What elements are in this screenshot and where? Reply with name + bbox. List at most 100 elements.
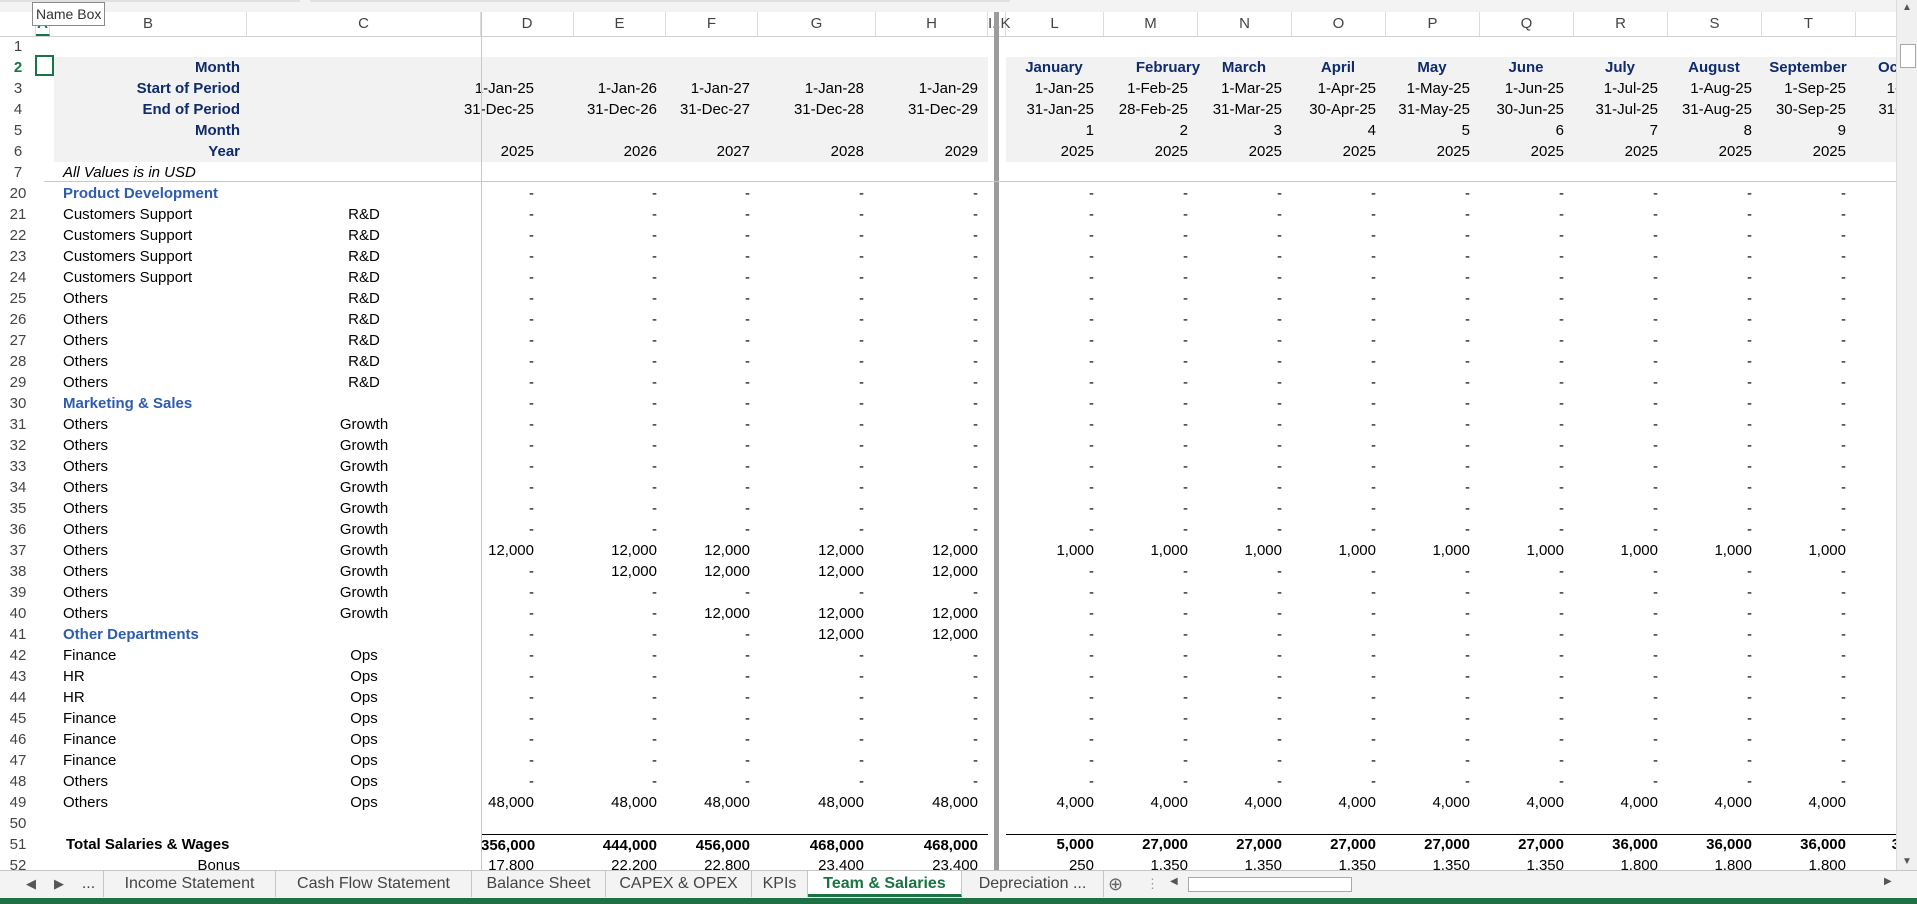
annual-value: - xyxy=(973,437,978,454)
row-header[interactable]: 32 xyxy=(9,437,27,454)
row-header[interactable]: 22 xyxy=(9,227,27,244)
row-header[interactable]: 21 xyxy=(9,206,27,223)
row-header[interactable]: 43 xyxy=(9,668,27,685)
monthly-value: - xyxy=(1089,710,1094,727)
sheet-row: 29 Others R&D - - - - - - - - - - - - - - xyxy=(0,372,1896,393)
annual-value: - xyxy=(529,626,534,643)
row-header[interactable]: 3 xyxy=(13,80,23,97)
sheet-tab-cash-flow-statement[interactable]: Cash Flow Statement xyxy=(276,871,472,897)
row-header[interactable]: 48 xyxy=(9,773,27,790)
row-header[interactable]: 51 xyxy=(9,836,27,853)
sheet-tab-team-salaries[interactable]: Team & Salaries xyxy=(808,871,962,897)
column-header-o[interactable]: O xyxy=(1292,12,1386,36)
row-header[interactable]: 25 xyxy=(9,290,27,307)
column-header-p[interactable]: P xyxy=(1386,12,1480,36)
monthly-value: - xyxy=(1841,290,1846,307)
sheet-tab-balance-sheet[interactable]: Balance Sheet xyxy=(472,871,606,897)
freeze-pane-divider[interactable] xyxy=(994,12,999,870)
row-header[interactable]: 28 xyxy=(9,353,27,370)
select-all-corner[interactable] xyxy=(0,12,36,36)
monthly-value: - xyxy=(1465,521,1470,538)
vertical-scrollbar[interactable]: ▲ ▼ xyxy=(1896,0,1917,870)
horizontal-scroll-thumb[interactable] xyxy=(1188,877,1352,892)
sheet-row: 33 Others Growth - - - - - - - - - - - - - - xyxy=(0,456,1896,477)
sheet-row: 39 Others Growth - - - - - - - - - - - - - - xyxy=(0,582,1896,603)
next-sheet-icon[interactable]: ▶ xyxy=(54,876,64,891)
sheet-tab-depreciation[interactable]: Depreciation ... xyxy=(962,871,1104,897)
row-header[interactable]: 33 xyxy=(9,458,27,475)
prev-sheet-icon[interactable]: ◀ xyxy=(26,876,36,891)
scroll-down-icon[interactable]: ▼ xyxy=(1902,856,1912,867)
row-header[interactable]: 47 xyxy=(9,752,27,769)
row-header[interactable]: 50 xyxy=(9,815,27,832)
row-header[interactable]: 40 xyxy=(9,605,27,622)
column-header-q[interactable]: Q xyxy=(1480,12,1574,36)
column-header-l[interactable]: L xyxy=(1006,12,1104,36)
row-header[interactable]: 52 xyxy=(9,857,27,870)
scroll-up-icon[interactable]: ▲ xyxy=(1902,2,1912,13)
column-header-b[interactable]: B xyxy=(50,12,247,36)
line-item-label: Others xyxy=(63,773,109,790)
column-header-h[interactable]: H xyxy=(876,12,988,36)
header-band-left xyxy=(54,57,988,78)
row-header[interactable]: 1 xyxy=(13,38,23,55)
sheet-tab-income-statement[interactable]: Income Statement xyxy=(104,871,276,897)
column-header-n[interactable]: N xyxy=(1198,12,1292,36)
column-header-ik[interactable]: I..K xyxy=(988,12,1011,36)
row-header[interactable]: 39 xyxy=(9,584,27,601)
sheet-tab-capex-opex[interactable]: CAPEX & OPEX xyxy=(606,871,752,897)
row-header[interactable]: 44 xyxy=(9,689,27,706)
column-header-t[interactable]: T xyxy=(1762,12,1856,36)
row-header[interactable]: 37 xyxy=(9,542,27,559)
tab-splitter-icon[interactable]: ⋮ xyxy=(1146,876,1159,891)
row-header[interactable]: 24 xyxy=(9,269,27,286)
row-header[interactable]: 41 xyxy=(9,626,27,643)
row-header[interactable]: 6 xyxy=(13,143,23,160)
row-header[interactable]: 36 xyxy=(9,521,27,538)
row-header[interactable]: 5 xyxy=(13,122,23,139)
scroll-left-icon[interactable]: ◀ xyxy=(1170,876,1178,887)
cell-grid[interactable]: 1 2 Month January February March April May June J… xyxy=(0,36,1896,870)
row-header[interactable]: 20 xyxy=(9,185,27,202)
department-category: Ops xyxy=(350,752,378,769)
row-header[interactable]: 2 xyxy=(13,59,23,76)
column-header-r[interactable]: R xyxy=(1574,12,1668,36)
column-header-d[interactable]: D xyxy=(481,12,574,36)
sheet-tab-kpis[interactable]: KPIs xyxy=(752,871,808,897)
more-tabs-button[interactable]: ... xyxy=(74,871,104,897)
column-header-m[interactable]: M xyxy=(1104,12,1198,36)
month-name-header: May xyxy=(1417,59,1447,76)
monthly-value: - xyxy=(1559,563,1564,580)
row-header[interactable]: 45 xyxy=(9,710,27,727)
column-header-c[interactable]: C xyxy=(247,12,481,36)
annual-value: - xyxy=(529,227,534,244)
row-header[interactable]: 31 xyxy=(9,416,27,433)
add-sheet-icon[interactable]: ⊕ xyxy=(1108,874,1124,894)
selected-cell-a2[interactable] xyxy=(35,55,54,76)
row-header[interactable]: 4 xyxy=(13,101,23,118)
row-header[interactable]: 7 xyxy=(13,164,23,181)
row-header[interactable]: 35 xyxy=(9,500,27,517)
row-header[interactable]: 46 xyxy=(9,731,27,748)
row-header[interactable]: 38 xyxy=(9,563,27,580)
scroll-right-icon[interactable]: ▶ xyxy=(1884,876,1892,887)
column-header-e[interactable]: E xyxy=(574,12,666,36)
row-header[interactable]: 29 xyxy=(9,374,27,391)
row-header[interactable]: 27 xyxy=(9,332,27,349)
row-header[interactable]: 42 xyxy=(9,647,27,664)
vertical-scroll-thumb[interactable] xyxy=(1900,44,1916,68)
row-header[interactable]: 30 xyxy=(9,395,27,412)
monthly-value: - xyxy=(1465,500,1470,517)
row-header[interactable]: 49 xyxy=(9,794,27,811)
monthly-value: - xyxy=(1465,647,1470,664)
row-header[interactable]: 26 xyxy=(9,311,27,328)
column-header-f[interactable]: F xyxy=(666,12,758,36)
horizontal-scrollbar[interactable]: ◀ ▶ xyxy=(1168,875,1898,893)
monthly-value xyxy=(994,813,1094,834)
row-header[interactable]: 23 xyxy=(9,248,27,265)
monthly-value: - xyxy=(1653,227,1658,244)
row-header[interactable]: 34 xyxy=(9,479,27,496)
column-header-s[interactable]: S xyxy=(1668,12,1762,36)
column-header-g[interactable]: G xyxy=(758,12,876,36)
annual-value: - xyxy=(745,521,750,538)
